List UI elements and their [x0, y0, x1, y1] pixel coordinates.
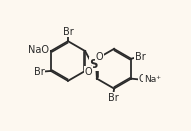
Text: Na⁺: Na⁺	[144, 75, 161, 84]
Text: O: O	[85, 67, 92, 77]
Text: Br: Br	[108, 93, 118, 103]
Text: O: O	[96, 51, 103, 62]
Text: S: S	[90, 58, 98, 71]
Text: NaO: NaO	[28, 45, 49, 55]
Text: Br: Br	[135, 52, 146, 62]
Text: O⁻: O⁻	[138, 74, 151, 84]
Text: Br: Br	[34, 67, 45, 77]
Text: Br: Br	[63, 26, 73, 37]
